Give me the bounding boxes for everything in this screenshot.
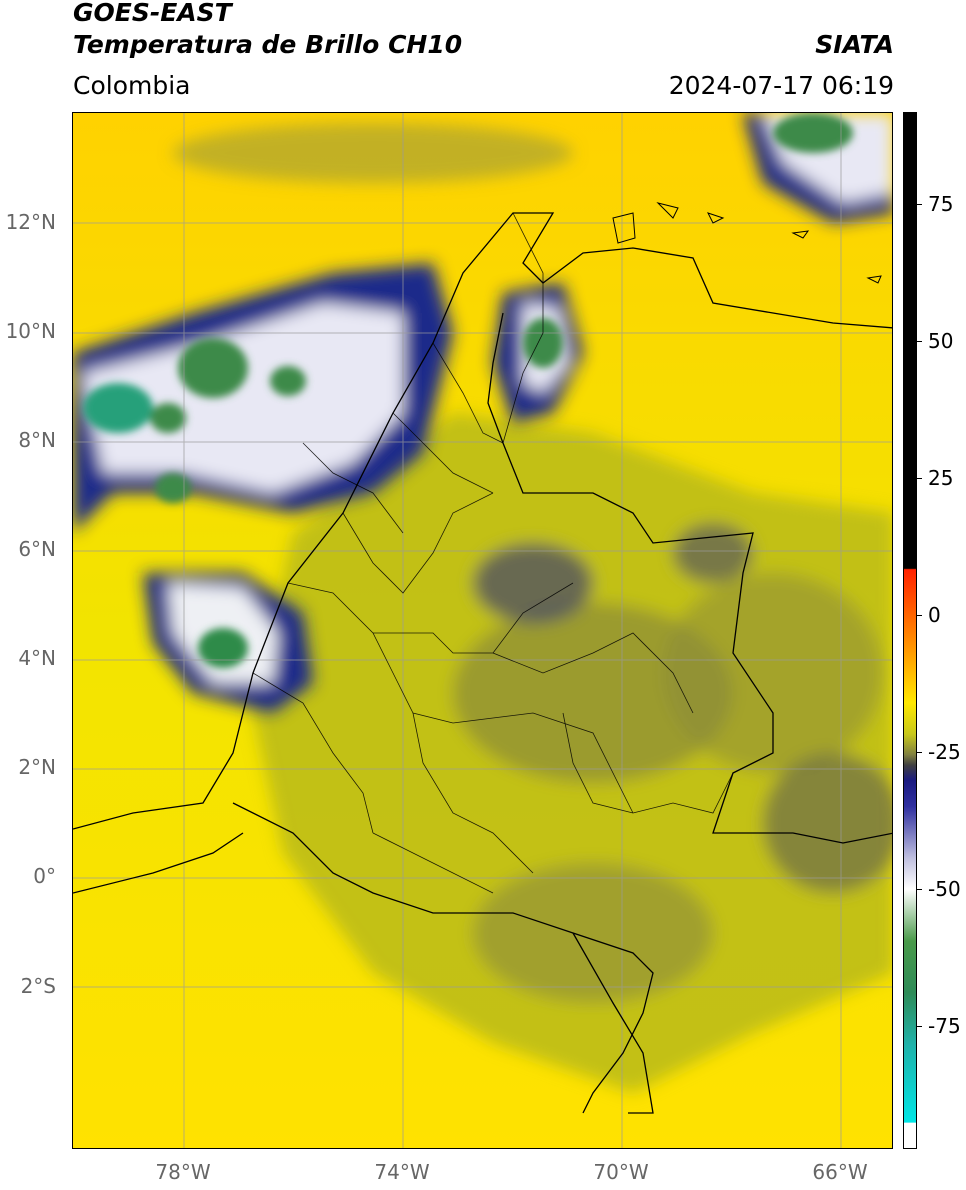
lat-label-12n: 12°N [5,210,56,234]
satellite-map [72,112,893,1149]
colorbar-tick-25 [917,478,922,479]
colorbar-label-minus75: -75 [928,1014,961,1038]
lon-label-78w: 78°W [155,1160,211,1184]
datetime-label: 2024-07-17 06:19 [668,71,894,100]
colorbar-gradient [904,113,916,1148]
lon-label-66w: 66°W [812,1160,868,1184]
region-label: Colombia [73,71,191,100]
colorbar-label-25: 25 [928,466,954,490]
colorbar-label-0: 0 [928,603,941,627]
colorbar-tick-minus50 [917,889,922,890]
lat-label-10n: 10°N [5,319,56,343]
colorbar-tick-75 [917,204,922,205]
cold-tops [83,113,853,668]
brand-label: SIATA [815,30,894,59]
colorbar-tick-minus25 [917,752,922,753]
lon-label-74w: 74°W [374,1160,430,1184]
lon-label-70w: 70°W [593,1160,649,1184]
islands [612,202,882,284]
title-line-2: Temperatura de Brillo CH10 [73,30,463,59]
lat-label-0: 0° [33,864,56,888]
title-line-1: GOES-EAST [73,0,232,27]
lat-label-2s: 2°S [20,974,56,998]
lat-label-4n: 4°N [18,646,56,670]
colorbar-tick-minus75 [917,1026,922,1027]
lat-label-2n: 2°N [18,755,56,779]
lat-label-8n: 8°N [18,428,56,452]
colorbar-label-50: 50 [928,329,954,353]
colorbar-tick-0 [917,615,922,616]
colorbar-label-minus25: -25 [928,740,961,764]
colorbar-tick-50 [917,341,922,342]
colorbar [903,112,917,1149]
lat-label-6n: 6°N [18,537,56,561]
map-canvas [73,113,892,1148]
colorbar-label-75: 75 [928,192,954,216]
department-borders [252,212,734,894]
colorbar-label-minus50: -50 [928,877,961,901]
graticule [73,113,892,1148]
land-cloud-field [173,123,892,1093]
